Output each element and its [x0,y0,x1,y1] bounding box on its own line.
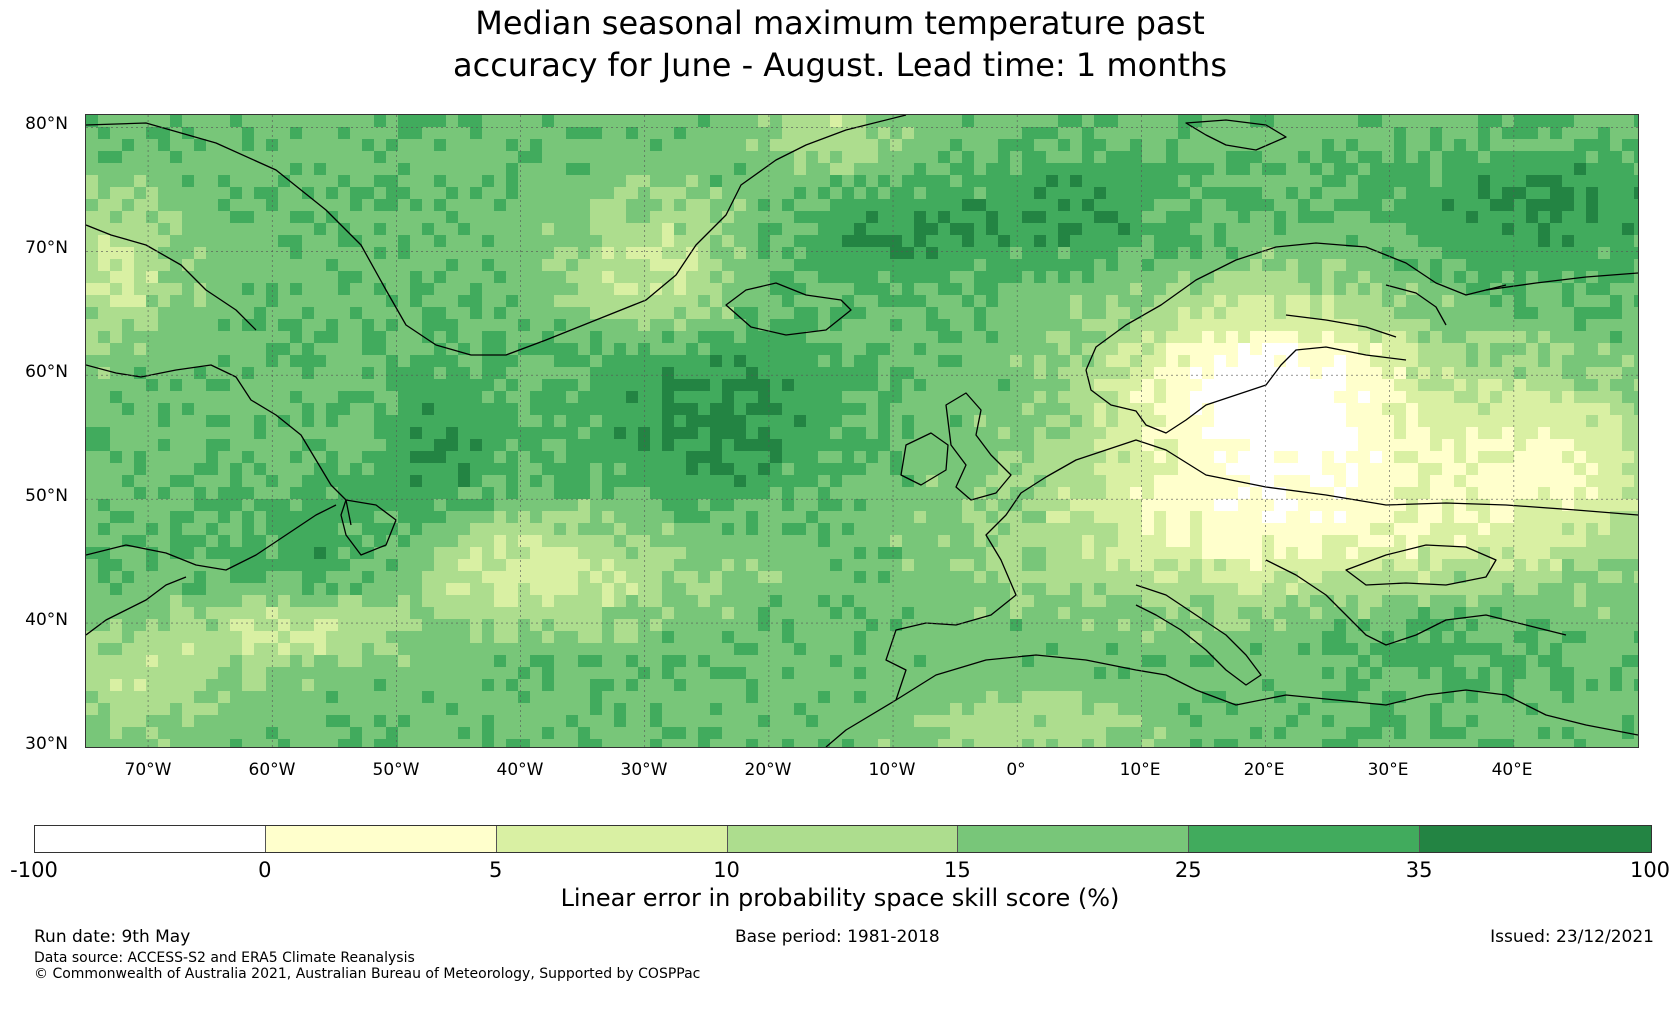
coastline-gulf-of-finland [1285,314,1397,338]
coastline-newfoundland [340,499,397,556]
coastline-baffin [86,224,257,331]
colorbar-segment [496,826,728,852]
coastline-white-sea [1385,284,1447,326]
colorbar-tick-label: 35 [1405,858,1433,882]
lat-label-80n: 80°N [25,114,68,134]
title-line-2: accuracy for June - August. Lead time: 1… [453,46,1227,84]
title-line-1: Median seasonal maximum temperature past [475,4,1205,42]
lon-label-0: 0° [1006,760,1026,780]
skill-score-grid [86,115,1638,747]
colorbar-label: Linear error in probability space skill … [560,884,1120,912]
map-title: Median seasonal maximum temperature past… [0,2,1680,86]
coastline-svalbard [1185,119,1287,151]
lon-label-40w: 40°W [496,760,544,780]
coastline-us-east [86,576,187,636]
skill-score-map [85,114,1639,748]
run-date: Run date: 9th May [34,927,191,947]
lon-label-70w: 70°W [124,760,172,780]
coastline-black-sea [1345,544,1497,586]
colorbar-segment [35,826,266,852]
lon-label-40e: 40°E [1491,760,1533,780]
colorbar-tick-label: 100 [1629,858,1671,882]
lon-label-60w: 60°W [248,760,296,780]
lon-label-50w: 50°W [372,760,420,780]
lon-label-20w: 20°W [744,760,792,780]
lon-label-20e: 20°E [1243,760,1285,780]
colorbar-tick-label: -100 [10,858,58,882]
coastline-balkans [1265,559,1567,646]
base-period: Base period: 1981-2018 [735,927,940,947]
colorbar-tick-label: 15 [944,858,971,882]
lat-label-70n: 70°N [25,238,68,258]
colorbar-tick-label: 0 [258,858,272,882]
lon-label-10w: 10°W [868,760,916,780]
coastline-greenland [86,115,907,356]
coastline-italy [1135,584,1262,686]
coastline-iceland [725,282,852,336]
lon-label-10e: 10°E [1119,760,1161,780]
coastline-scandinavia [1085,242,1507,371]
colorbar-tick-label: 5 [489,858,503,882]
colorbar-segment [727,826,959,852]
issued-date: Issued: 23/12/2021 [1490,927,1654,947]
lat-label-50n: 50°N [25,486,68,506]
colorbar-segment [958,826,1190,852]
lat-label-60n: 60°N [25,362,68,382]
coastline-russia-arctic [1485,272,1638,291]
coastlines [86,115,1638,747]
coastline-north-africa [895,654,1638,736]
map-canvas [86,115,1638,747]
coastline-europe-west [825,439,1638,747]
graticule [86,115,1638,747]
coastline-scandinavia-south [1085,346,1407,434]
lon-label-30w: 30°W [620,760,668,780]
colorbar-tick-label: 25 [1174,858,1202,882]
colorbar-tick-label: 10 [713,858,740,882]
colorbar [34,825,1652,853]
colorbar-segment [265,826,497,852]
colorbar-segment [1189,826,1421,852]
lat-label-30n: 30°N [25,734,68,754]
lon-label-30e: 30°E [1367,760,1409,780]
colorbar-segment [1420,826,1651,852]
coastline-ireland [900,432,949,486]
coastline-maritimes [86,504,337,571]
coastline-labrador [86,364,352,526]
lat-label-40n: 40°N [25,610,68,630]
data-source: Data source: ACCESS-S2 and ERA5 Climate … [34,950,415,966]
coastline-britain [945,392,1012,501]
copyright: © Commonwealth of Australia 2021, Austra… [34,966,701,982]
